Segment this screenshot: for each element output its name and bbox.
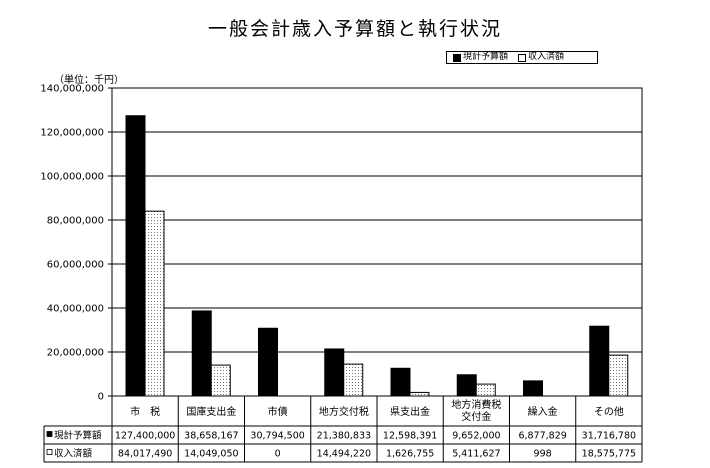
data-label: 14,049,050 xyxy=(184,449,238,460)
bar-budget xyxy=(390,367,411,397)
y-tick-label: 60,000,000 xyxy=(47,260,104,271)
data-label: 84,017,490 xyxy=(118,449,172,460)
data-label: 14,494,220 xyxy=(317,449,371,460)
bar-revenue xyxy=(475,383,496,397)
bar-revenue xyxy=(210,364,231,397)
legend-item-revenue: 収入済額 xyxy=(518,51,564,64)
bar-budget xyxy=(456,374,477,397)
legend-label-budget: 現計予算額 xyxy=(463,52,509,62)
data-label: 0 xyxy=(275,449,281,460)
data-label: 31,716,780 xyxy=(582,431,636,442)
data-label: 12,598,391 xyxy=(383,431,437,442)
x-category-label: その他 xyxy=(594,405,624,418)
bar-revenue xyxy=(608,354,629,397)
data-label: 30,794,500 xyxy=(250,431,304,442)
data-label: 18,575,775 xyxy=(582,449,636,460)
x-category-label: 繰入金 xyxy=(528,405,558,418)
bar-budget xyxy=(523,380,543,397)
x-category-label: 交付金 xyxy=(461,410,491,423)
y-tick-label: 40,000,000 xyxy=(47,304,104,315)
x-category-label: 市債 xyxy=(268,405,288,418)
data-label: 998 xyxy=(534,449,552,460)
data-label: 5,411,627 xyxy=(452,449,500,460)
bar-budget xyxy=(191,310,212,397)
chart-title: 一般会計歳入予算額と執行状況 xyxy=(207,18,502,40)
y-tick-label: 0 xyxy=(98,392,104,403)
y-tick-label: 120,000,000 xyxy=(40,128,104,139)
data-label: 1,626,755 xyxy=(386,449,434,460)
bar-revenue xyxy=(343,363,364,397)
y-tick-label: 140,000,000 xyxy=(40,84,104,95)
legend-item-budget: 現計予算額 xyxy=(453,51,508,64)
y-tick-label: 80,000,000 xyxy=(47,216,104,227)
bar-budget xyxy=(324,348,345,397)
legend-swatch-revenue xyxy=(518,53,527,62)
data-label: 6,877,829 xyxy=(518,431,566,442)
x-category-label: 市 税 xyxy=(130,405,160,418)
x-category-label: 国庫支出金 xyxy=(186,405,236,418)
x-category-label: 県支出金 xyxy=(390,405,430,418)
table-row-header: 現計予算額 xyxy=(54,430,102,442)
legend-label-revenue: 収入済額 xyxy=(528,52,565,62)
data-label: 21,380,833 xyxy=(317,431,371,442)
y-tick-label: 20,000,000 xyxy=(47,348,104,359)
data-label: 127,400,000 xyxy=(115,431,175,442)
x-category-label: 地方交付税 xyxy=(319,405,369,418)
data-label: 38,658,167 xyxy=(184,431,238,442)
bar-revenue xyxy=(409,391,430,397)
legend: 現計予算額 収入済額 xyxy=(446,51,598,64)
bar-budget xyxy=(125,115,146,397)
unit-label: （単位：千円） xyxy=(54,75,124,86)
table-row-swatch xyxy=(46,431,53,437)
bar-revenue xyxy=(144,210,165,397)
plot-area xyxy=(111,87,643,397)
x-category-label: 地方消費税 xyxy=(451,398,501,411)
bar-budget xyxy=(589,325,610,397)
table-row-swatch xyxy=(46,449,53,455)
bar-budget xyxy=(258,327,278,397)
legend-swatch-budget xyxy=(453,53,461,62)
table-row-header: 収入済額 xyxy=(54,448,93,460)
y-tick-label: 100,000,000 xyxy=(40,172,104,183)
data-label: 9,652,000 xyxy=(452,431,500,442)
